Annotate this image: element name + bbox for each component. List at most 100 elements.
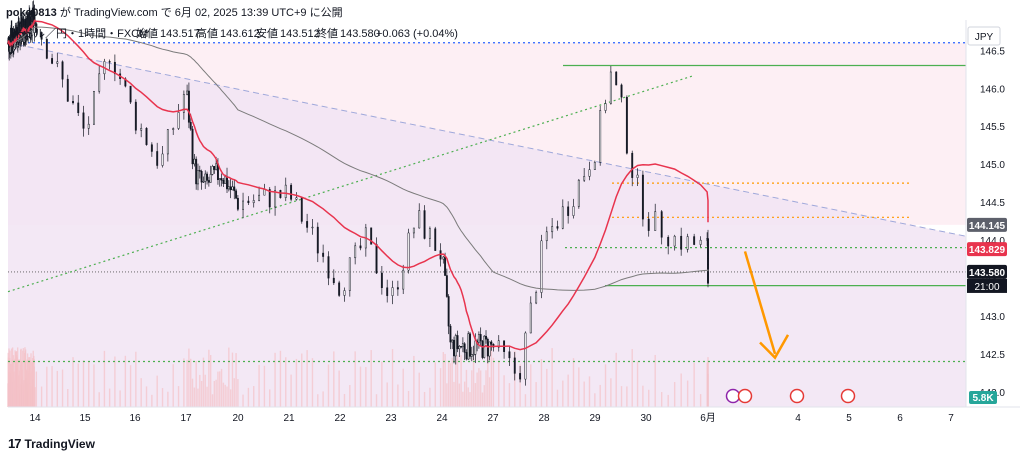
volume-bar bbox=[423, 391, 426, 407]
candle-body bbox=[279, 190, 282, 198]
volume-bar bbox=[642, 385, 644, 407]
volume-bar bbox=[474, 383, 477, 407]
volume-bar bbox=[222, 382, 225, 407]
candle-body bbox=[593, 162, 596, 170]
currency-box[interactable] bbox=[967, 26, 1001, 46]
candle-body bbox=[625, 96, 628, 154]
candle-body bbox=[187, 90, 190, 123]
volume-bar bbox=[247, 387, 250, 407]
candle-body bbox=[545, 231, 548, 242]
candle-body bbox=[338, 282, 341, 296]
candle-body bbox=[77, 102, 80, 114]
volume-bar bbox=[151, 394, 153, 407]
volume-bar bbox=[631, 349, 633, 407]
volume-bar bbox=[458, 383, 461, 407]
candle-body bbox=[412, 227, 415, 234]
volume-bar bbox=[51, 366, 53, 407]
legend-symbol: 米ドル／円・1時間・FXCM bbox=[12, 27, 148, 40]
candle-body bbox=[588, 169, 591, 177]
volume-bar bbox=[33, 366, 35, 407]
volume-bar bbox=[114, 356, 116, 407]
volume-bar bbox=[407, 390, 410, 407]
legend-open-label: 始値 bbox=[136, 26, 158, 40]
candle-body bbox=[202, 181, 205, 183]
candle-body bbox=[284, 184, 287, 198]
volume-bar bbox=[61, 369, 64, 407]
price-chart[interactable]: 米ドル／円・1時間・FXCM 始値 143.517 高値 143.612 安値 … bbox=[0, 0, 1024, 432]
slow-moving-average bbox=[7, 26, 709, 291]
candle-body bbox=[490, 341, 493, 345]
volume-bar bbox=[77, 363, 79, 407]
volume-bar bbox=[219, 371, 221, 407]
volume-bar bbox=[172, 364, 174, 407]
candle-body bbox=[451, 339, 454, 343]
volume-bar bbox=[119, 390, 121, 407]
volume-bar bbox=[453, 381, 455, 407]
time-tick-label: 28 bbox=[538, 413, 550, 424]
volume-bar bbox=[556, 389, 559, 407]
volume-bar bbox=[488, 377, 491, 407]
candle-body bbox=[572, 206, 575, 216]
volume-bar bbox=[67, 389, 69, 407]
volume-bar bbox=[487, 350, 489, 407]
volume-bar bbox=[269, 389, 271, 407]
us-flag-event-icon bbox=[840, 388, 856, 404]
header-published: に公開 bbox=[309, 7, 343, 19]
volume-bar bbox=[285, 357, 287, 407]
volume-bar bbox=[135, 351, 137, 407]
candle-body bbox=[197, 170, 199, 185]
legend-close: 143.580 bbox=[340, 28, 380, 40]
candle-body bbox=[456, 335, 459, 350]
volume-bar bbox=[237, 379, 239, 407]
volume-bar bbox=[46, 366, 48, 407]
volume-bar bbox=[202, 357, 205, 407]
volume-bar bbox=[88, 361, 90, 407]
candle-body bbox=[191, 128, 194, 165]
volume-bar bbox=[490, 350, 493, 407]
volume-bar bbox=[40, 386, 43, 407]
candle-body bbox=[258, 194, 261, 201]
volume-bar bbox=[56, 370, 59, 407]
volume-bar bbox=[215, 379, 217, 407]
lightning-event-icon bbox=[725, 388, 741, 404]
volume-bar bbox=[567, 374, 569, 407]
candle-body bbox=[108, 61, 111, 63]
volume-bar bbox=[199, 374, 201, 407]
candle-body bbox=[535, 292, 538, 304]
candle-body bbox=[615, 71, 618, 86]
candle-body bbox=[631, 152, 634, 178]
candle-body bbox=[134, 101, 137, 131]
volume-bar bbox=[686, 380, 689, 407]
volume-bar bbox=[562, 380, 564, 407]
time-tick-label: 24 bbox=[436, 413, 448, 424]
price-tick-label: 145.0 bbox=[980, 160, 1005, 171]
time-tick-label: 6月 bbox=[700, 412, 716, 424]
candle-body bbox=[193, 158, 196, 165]
candle-body bbox=[140, 127, 143, 131]
candle-body bbox=[268, 189, 271, 208]
volume-bar bbox=[707, 357, 709, 407]
time-tick-label: 17 bbox=[180, 413, 192, 424]
volume-bar bbox=[317, 394, 319, 407]
volume-bar bbox=[359, 366, 362, 407]
candle-body bbox=[354, 245, 357, 259]
candle-body bbox=[497, 340, 500, 348]
candle-body bbox=[35, 23, 38, 33]
volume-bar bbox=[177, 386, 180, 407]
volume-bar bbox=[449, 363, 452, 407]
candle-body bbox=[707, 258, 709, 265]
candle-body bbox=[182, 94, 185, 113]
candle-body bbox=[235, 190, 238, 199]
candle-body bbox=[61, 61, 64, 80]
volume-bar bbox=[578, 367, 580, 407]
candle-body bbox=[556, 226, 559, 229]
slow-ma-price-label-badge bbox=[967, 217, 1007, 232]
legend-high: 143.612 bbox=[220, 28, 260, 40]
volume-bar bbox=[460, 355, 462, 407]
volume-bar bbox=[402, 368, 404, 407]
volume-bar bbox=[451, 357, 453, 407]
bearish-projection-arrow bbox=[743, 251, 777, 355]
candle-body bbox=[519, 373, 522, 380]
candle-body bbox=[540, 240, 543, 293]
candle-body bbox=[620, 84, 623, 98]
